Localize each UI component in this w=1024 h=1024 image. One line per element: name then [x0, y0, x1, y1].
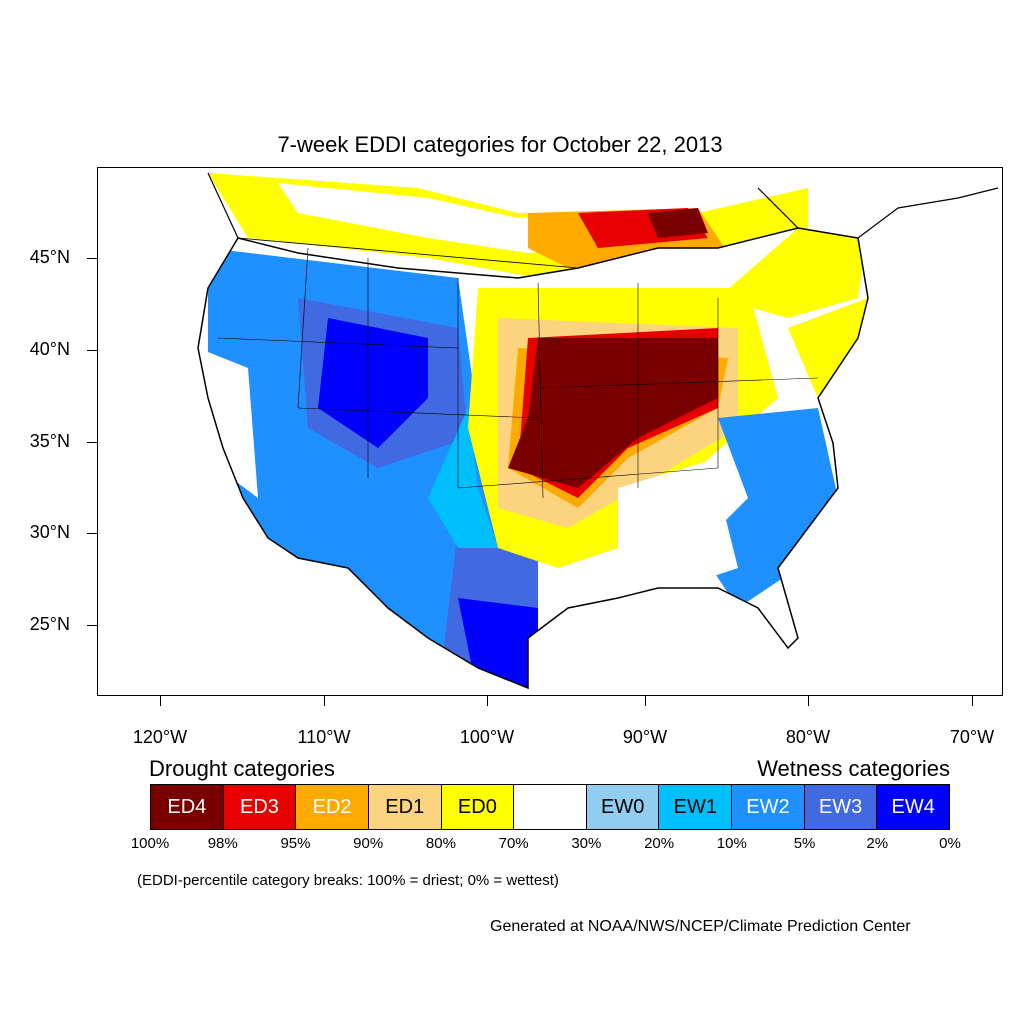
break-label: 20%: [644, 835, 675, 852]
lon-label: 70°W: [949, 727, 995, 747]
credit-line: Generated at NOAA/NWS/NCEP/Climate Predi…: [490, 918, 911, 935]
legend-swatch-normal: [514, 785, 587, 829]
category-note: (EDDI-percentile category breaks: 100% =…: [137, 872, 559, 889]
break-label: 10%: [716, 835, 747, 852]
break-label: 5%: [793, 835, 816, 852]
break-label: 90%: [353, 835, 384, 852]
legend-swatch-ed1: ED1: [368, 785, 442, 829]
break-label: 98%: [207, 835, 238, 852]
lon-label: 90°W: [622, 727, 668, 747]
legend-swatch-ew2: EW2: [732, 785, 805, 829]
eddi-map: [197, 172, 999, 690]
map-title: 7-week EDDI categories for October 22, 2…: [277, 132, 723, 157]
break-label: 0%: [939, 835, 961, 852]
tick-100w: [487, 696, 488, 706]
legend-swatch-ed3: ED3: [223, 785, 297, 829]
border-canada: [237, 237, 579, 269]
coastline-nw: [207, 172, 239, 239]
legend-swatch-ed0: ED0: [441, 785, 515, 829]
wetness-categories-heading: Wetness categories: [757, 756, 950, 781]
lat-label: 35°N: [29, 431, 70, 451]
legend-swatch-ew1: EW1: [659, 785, 733, 829]
lon-label: 120°W: [132, 727, 188, 747]
tick-70w: [972, 696, 973, 706]
tick-120w: [160, 696, 161, 706]
break-label: 30%: [571, 835, 602, 852]
break-label: 80%: [425, 835, 456, 852]
lon-label: 110°W: [297, 727, 351, 747]
tick-45n: [87, 258, 97, 259]
break-label: 95%: [280, 835, 311, 852]
region-ontario-ed4: [648, 208, 708, 238]
tick-25n: [87, 625, 97, 626]
tick-80w: [808, 696, 809, 706]
break-label: 70%: [498, 835, 529, 852]
lat-label: 45°N: [29, 247, 70, 267]
break-label: 100%: [130, 835, 170, 852]
drought-categories-heading: Drought categories: [149, 756, 335, 781]
tick-35n: [87, 442, 97, 443]
lat-label: 25°N: [29, 614, 70, 634]
region-gulf-normal: [648, 488, 738, 588]
tick-40n: [87, 350, 97, 351]
lat-label: 30°N: [29, 522, 70, 542]
coastline-ne: [757, 187, 999, 239]
legend-swatch-ew0: EW0: [586, 785, 660, 829]
region-west-ew4: [318, 318, 428, 448]
state-lines: [217, 247, 819, 499]
tick-30n: [87, 533, 97, 534]
category-legend: ED4 ED3 ED2 ED1 ED0 EW0 EW1 EW2 EW3 EW4: [150, 784, 950, 830]
lon-label: 80°W: [785, 727, 831, 747]
region-texas-ew4: [458, 598, 538, 688]
tick-90w: [645, 696, 646, 706]
legend-swatch-ew3: EW3: [804, 785, 878, 829]
lat-label: 40°N: [29, 339, 70, 359]
us-outline: [197, 227, 869, 690]
legend-swatch-ed4: ED4: [151, 785, 224, 829]
region-great-lakes-ed0: [718, 228, 868, 318]
legend-swatch-ed2: ED2: [296, 785, 369, 829]
region-central-ed4: [508, 338, 718, 488]
tick-110w: [324, 696, 325, 706]
region-california: [198, 348, 258, 498]
break-label: 2%: [866, 835, 889, 852]
map-panel: [97, 167, 1003, 696]
legend-swatch-ew4: EW4: [877, 785, 950, 829]
region-plains-ew1: [428, 408, 498, 548]
lon-label: 100°W: [459, 727, 515, 747]
